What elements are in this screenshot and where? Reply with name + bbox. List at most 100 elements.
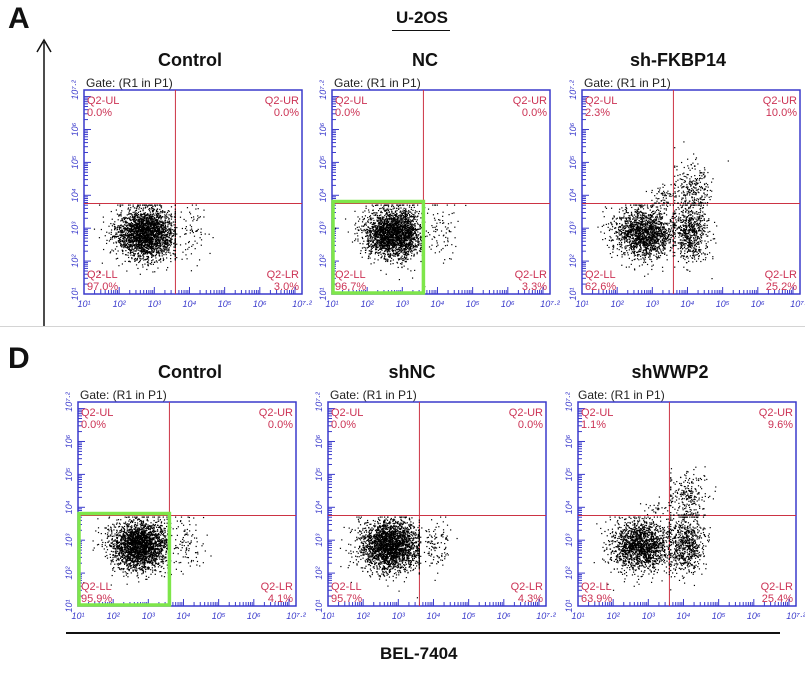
panel-a-letter: A [8, 2, 30, 35]
quadrant-name-label: Q2-LR [511, 581, 543, 593]
quadrant-name-label: Q2-UR [763, 95, 797, 107]
highlight-box [77, 511, 172, 607]
plot-title: shNC [388, 362, 436, 382]
y-tick-label: 10¹ [318, 287, 328, 300]
gate-label: Gate: (R1 in P1) [86, 76, 173, 90]
quadrant-percent-label: 3.0% [274, 281, 299, 293]
event-dots [93, 204, 214, 275]
quadrant-name-label: Q2-UL [581, 407, 613, 419]
x-tick-label: 10⁶ [751, 299, 765, 309]
x-tick-label: 10¹ [321, 611, 334, 621]
y-tick-label: 10⁶ [64, 434, 74, 448]
x-tick-label: 10³ [646, 299, 660, 309]
plot-title: shWWP2 [631, 362, 709, 382]
x-tick-label: 10⁴ [431, 299, 445, 309]
x-tick-label: 10⁶ [747, 611, 761, 621]
quadrant-name-label: Q2-LR [761, 581, 793, 593]
y-tick-label: 10⁴ [568, 188, 578, 202]
quadrant-percent-label: 0.0% [335, 107, 360, 119]
x-tick-label: 10³ [396, 299, 410, 309]
quadrant-percent-label: 9.6% [768, 419, 793, 431]
gate-label: Gate: (R1 in P1) [334, 76, 421, 90]
quadrant-percent-label: 4.3% [518, 593, 543, 605]
x-tick-label: 10¹ [571, 611, 584, 621]
quadrant-percent-label: 62.6% [585, 281, 616, 293]
quadrant-name-label: Q2-LL [585, 269, 616, 281]
plot-frame [327, 401, 547, 607]
x-tick-label: 10⁷·² [540, 299, 560, 309]
quadrant-percent-label: 97.0% [87, 281, 118, 293]
plot-title: NC [412, 50, 438, 70]
y-tick-label: 10⁵ [564, 467, 574, 481]
x-tick-label: 10⁷·² [790, 299, 805, 309]
quadrant-name-label: Q2-LL [581, 581, 612, 593]
y-tick-label: 10⁷·² [564, 391, 574, 411]
quadrant-name-label: Q2-LR [267, 269, 299, 281]
quadrant-name-label: Q2-LR [765, 269, 797, 281]
y-tick-label: 10³ [564, 533, 574, 547]
y-tick-label: 10¹ [64, 599, 74, 612]
y-tick-label: 10² [564, 566, 574, 580]
y-tick-label: 10² [64, 566, 74, 580]
x-tick-label: 10² [361, 299, 375, 309]
quadrant-percent-label: 0.0% [331, 419, 356, 431]
x-tick-label: 10⁶ [247, 611, 261, 621]
y-tick-label: 10¹ [70, 287, 80, 300]
quadrant-name-label: Q2-LR [515, 269, 547, 281]
event-dots [83, 516, 212, 586]
quadrant-name-label: Q2-LR [261, 581, 293, 593]
quadrant-name-label: Q2-UR [513, 95, 547, 107]
quadrant-name-label: Q2-UR [259, 407, 293, 419]
quadrant-name-label: Q2-UL [585, 95, 617, 107]
gate-label: Gate: (R1 in P1) [80, 388, 167, 402]
x-tick-label: 10² [611, 299, 625, 309]
quadrant-name-label: Q2-UR [509, 407, 543, 419]
quadrant-percent-label: 0.0% [87, 107, 112, 119]
panel-d-bottom-line [66, 632, 780, 634]
x-tick-label: 10⁵ [716, 299, 730, 309]
quadrant-percent-label: 95.7% [331, 593, 362, 605]
y-tick-label: 10² [568, 254, 578, 268]
plot-frame [577, 401, 797, 607]
x-tick-label: 10⁷·² [286, 611, 306, 621]
quadrant-name-label: Q2-UR [265, 95, 299, 107]
y-tick-label: 10³ [568, 221, 578, 235]
x-tick-label: 10⁵ [218, 299, 232, 309]
quadrant-percent-label: 95.9% [81, 593, 112, 605]
gate-label: Gate: (R1 in P1) [584, 76, 671, 90]
panel-divider [0, 326, 805, 327]
y-tick-label: 10⁴ [318, 188, 328, 202]
flow-cytometry-plot: 10¹ 10² 10³ 10⁴ 10⁵ 10⁶ 10⁷·² 10¹ 10² 10³ 10⁴ 10⁵ 10… [64, 391, 307, 621]
event-dots [593, 466, 717, 591]
quadrant-percent-label: 96.7% [335, 281, 366, 293]
x-tick-label: 10⁵ [466, 299, 480, 309]
quadrant-percent-label: 25.2% [766, 281, 797, 293]
flow-cytometry-plot: 10¹ 10² 10³ 10⁴ 10⁵ 10⁶ 10⁷·² 10¹ 10² 10³ 10⁴ 10⁵ 10… [318, 79, 561, 309]
y-tick-label: 10³ [314, 533, 324, 547]
quadrant-name-label: Q2-LL [335, 269, 366, 281]
y-tick-label: 10⁴ [314, 500, 324, 514]
x-tick-label: 10⁷·² [536, 611, 556, 621]
quadrant-name-label: Q2-UR [759, 407, 793, 419]
y-tick-label: 10⁶ [318, 122, 328, 136]
plot-title: sh-FKBP14 [629, 50, 727, 70]
gate-label: Gate: (R1 in P1) [578, 388, 665, 402]
x-tick-label: 10³ [142, 611, 156, 621]
quadrant-name-label: Q2-LL [331, 581, 362, 593]
y-tick-label: 10⁶ [314, 434, 324, 448]
plot-frame [581, 89, 801, 295]
x-tick-label: 10² [107, 611, 121, 621]
y-tick-label: 10³ [318, 221, 328, 235]
quadrant-percent-label: 4.1% [268, 593, 293, 605]
quadrant-name-label: Q2-LL [81, 581, 112, 593]
y-tick-label: 10⁵ [568, 155, 578, 169]
x-tick-label: 10⁴ [177, 611, 191, 621]
y-tick-label: 10² [314, 566, 324, 580]
y-tick-label: 10⁵ [64, 467, 74, 481]
plot-title: Control [158, 50, 222, 70]
y-tick-label: 10⁴ [564, 500, 574, 514]
quadrant-percent-label: 0.0% [518, 419, 543, 431]
quadrant-percent-label: 25.4% [762, 593, 793, 605]
quadrant-name-label: Q2-UL [335, 95, 367, 107]
y-tick-label: 10⁷·² [314, 391, 324, 411]
